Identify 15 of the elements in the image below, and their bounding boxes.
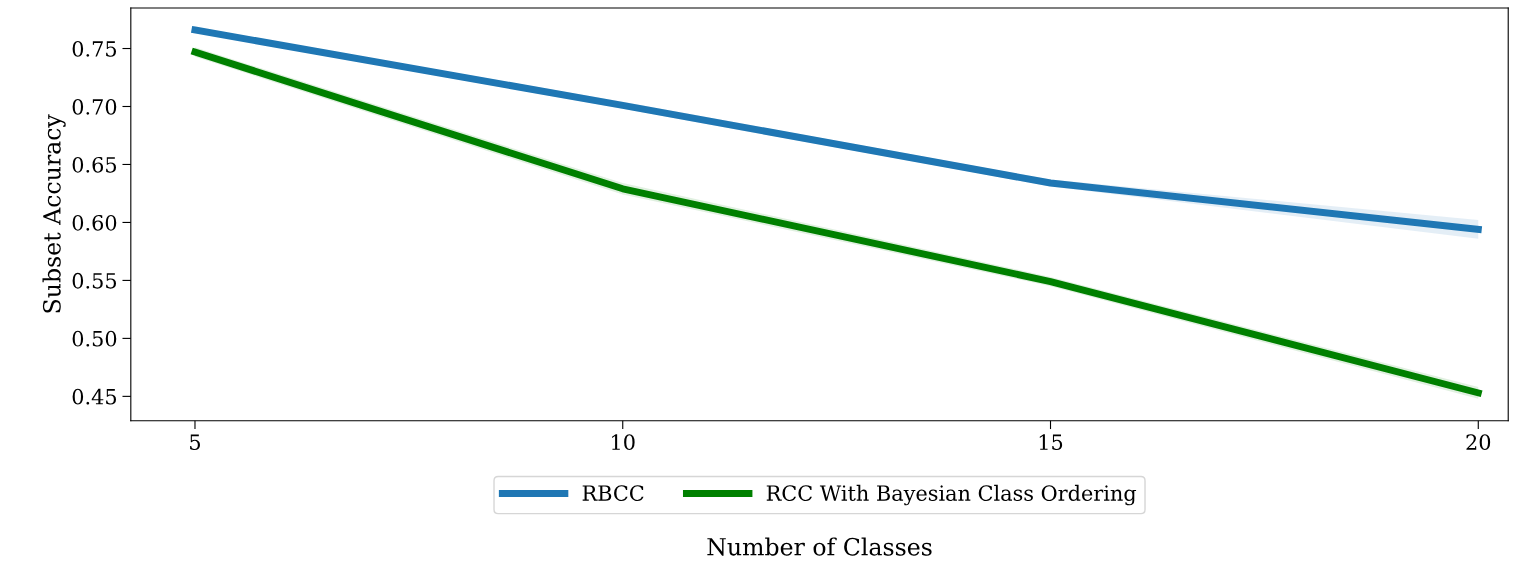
y-tick-label: 0.75 xyxy=(72,40,117,57)
y-tick-label: 0.50 xyxy=(72,330,117,347)
y-tick-label: 0.65 xyxy=(72,156,117,173)
y-tick-label: 0.55 xyxy=(72,272,117,289)
y-axis-title: Subset Accuracy xyxy=(42,114,66,313)
x-tick-label: 5 xyxy=(190,434,200,451)
y-tick-label: 0.45 xyxy=(72,388,117,405)
x-axis-title: Number of Classes xyxy=(707,537,932,556)
y-tick-label: 0.70 xyxy=(72,98,117,115)
x-tick-label: 15 xyxy=(1039,434,1063,451)
x-tick-label: 10 xyxy=(612,434,635,451)
legend-label: RCC With Bayesian Class Ordering xyxy=(766,484,1137,506)
y-tick-label: 0.60 xyxy=(72,214,117,231)
x-tick-label: 20 xyxy=(1466,434,1491,451)
legend-label: RBCC xyxy=(582,485,644,501)
